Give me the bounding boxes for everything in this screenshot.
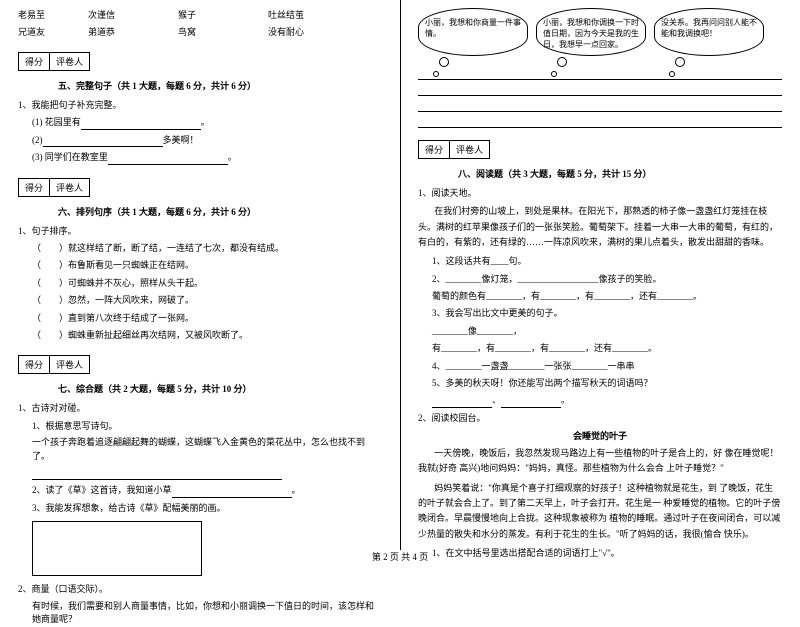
q5-1: 1、我能把句子补充完整。 — [18, 98, 382, 112]
q8-1-4b: 有________，有________，有________，还有________… — [432, 341, 782, 355]
q7-1-1t: 一个孩子奔跑着追逐翩翩起舞的蝴蝶，这蝴蝶飞入金黄色的菜花丛中，怎么也找不到了。 — [32, 436, 382, 463]
passage-2b: 妈妈笑着说："你真是个喜子打细观察的好孩子！这种植物就是花生，到 了晚饭，花生的… — [418, 481, 782, 542]
word: 猴子 — [178, 8, 268, 21]
q8-1-4: 3、我会写出比文中更美的句子。 — [432, 306, 782, 320]
answer-line[interactable] — [418, 66, 782, 80]
score-box: 得分 评卷人 — [18, 52, 90, 71]
blank[interactable] — [108, 155, 228, 165]
section-7-title: 七、综合题（共 2 大题，每题 5 分，共计 10 分） — [58, 382, 382, 395]
answer-line[interactable] — [418, 98, 782, 112]
section-8-title: 八、阅读题（共 3 大题，每题 5 分，共计 15 分） — [458, 167, 782, 180]
word: 次谨信 — [88, 8, 178, 21]
q8-1-2: 2、________像灯笼，__________________像孩子的笑脸。 — [432, 272, 782, 286]
q5-1b: (2)多美啊！ — [32, 133, 382, 147]
q7-1: 1、古诗对对碰。 — [18, 401, 382, 415]
q7-1-1: 1、根据意思写诗句。 — [32, 419, 382, 433]
grader-label: 评卷人 — [50, 53, 89, 70]
order-item: （ ）可蜘蛛并不灰心，照样从头干起。 — [32, 276, 382, 290]
score-label: 得分 — [419, 141, 450, 158]
q8-2: 2、阅读校园台。 — [418, 411, 782, 425]
score-label: 得分 — [19, 356, 50, 373]
blank[interactable] — [43, 137, 163, 147]
q7-1-2: 2、读了《草》这首诗，我知道小草。 — [32, 483, 382, 497]
q8-1-1: 1、这段话共有____句。 — [432, 254, 782, 268]
order-item: （ ）就这样结了断，断了结，一连结了七次，都没有结成。 — [32, 241, 382, 255]
score-label: 得分 — [19, 53, 50, 70]
blank[interactable] — [172, 488, 292, 498]
passage-1: 在我们村旁的山坡上，到处是果林。在阳光下，那熟透的柿子像一盏盏红灯笼挂在枝头。满… — [418, 204, 782, 250]
drawing-box[interactable] — [32, 521, 202, 576]
order-item: （ ）布鲁斯看见一只蜘蛛正在结网。 — [32, 258, 382, 272]
q8-1-6: 5、多美的秋天呀！你还能写出两个描写秋天的词语吗？ — [432, 376, 782, 390]
blank[interactable] — [432, 398, 492, 408]
passage-2-title: 会睡觉的叶子 — [418, 429, 782, 442]
answer-line[interactable] — [418, 114, 782, 128]
score-box: 得分 评卷人 — [18, 178, 90, 197]
q7-2: 2、商量（口语交际）。 — [18, 582, 382, 596]
q8-1: 1、阅读天地。 — [418, 186, 782, 200]
order-item: （ ）直到第八次终于结成了一张网。 — [32, 311, 382, 325]
blank[interactable] — [32, 470, 282, 480]
q6-1: 1、句子排序。 — [18, 224, 382, 238]
section-5-title: 五、完整句子（共 1 大题，每题 6 分，共计 6 分） — [58, 79, 382, 92]
answer-line[interactable] — [418, 82, 782, 96]
grader-label: 评卷人 — [50, 356, 89, 373]
bubble-1: 小丽，我想和你商量一件事情。 — [418, 8, 528, 56]
page-footer: 第 2 页 共 4 页 — [0, 550, 800, 563]
word: 鸟窝 — [178, 25, 268, 38]
bubble-2: 小丽，我想和你调换一下时值日期，因为今天是我的生日，我想早一点回家。 — [536, 8, 646, 56]
order-item: （ ）忽然，一阵大风吹来，网破了。 — [32, 293, 382, 307]
word: 吐丝结茧 — [268, 8, 358, 21]
q8-1-4a: ________像________， — [432, 324, 782, 338]
word-row-2: 兄道友 弟道恭 鸟窝 没有耐心 — [18, 25, 382, 38]
blank[interactable] — [501, 398, 561, 408]
word: 弟道恭 — [88, 25, 178, 38]
q5-1a: (1) 花园里有。 — [32, 115, 382, 129]
q7-1-3: 3、我能发挥想象，给古诗《草》配幅美丽的画。 — [32, 501, 382, 515]
q8-1-5: 4、________一盏盏________一张张________一串串 — [432, 359, 782, 373]
passage-2a: 一天傍晚，晚饭后，我忽然发现马路边上有一些植物的叶子是合上的，好 像在睡觉呢！我… — [418, 446, 782, 477]
q5-1c: (3) 同学们在教室里。 — [32, 150, 382, 164]
grader-label: 评卷人 — [50, 179, 89, 196]
bubble-3: 没关系。我再问问别人能不能和我调换吧！ — [654, 8, 764, 56]
speech-bubbles: 小丽，我想和你商量一件事情。 小丽，我想和你调换一下时值日期，因为今天是我的生日… — [418, 8, 782, 56]
blank[interactable] — [81, 120, 201, 130]
section-6-title: 六、排列句序（共 1 大题，每题 6 分，共计 6 分） — [58, 205, 382, 218]
grader-label: 评卷人 — [450, 141, 489, 158]
word-row-1: 老易至 次谨信 猴子 吐丝结茧 — [18, 8, 382, 21]
score-box: 得分 评卷人 — [418, 140, 490, 159]
word: 没有耐心 — [268, 25, 358, 38]
score-box: 得分 评卷人 — [18, 355, 90, 374]
word: 老易至 — [18, 8, 88, 21]
score-label: 得分 — [19, 179, 50, 196]
word: 兄道友 — [18, 25, 88, 38]
order-item: （ ）蜘蛛重新扯起细丝再次结网，又被风吹断了。 — [32, 328, 382, 342]
q8-1-3: 葡萄的颜色有________，有________，有________，还有___… — [432, 289, 782, 303]
q7-2t: 有时候，我们需要和别人商量事情，比如，你想和小丽调换一下值日的时间，该怎样和她商… — [32, 600, 382, 627]
